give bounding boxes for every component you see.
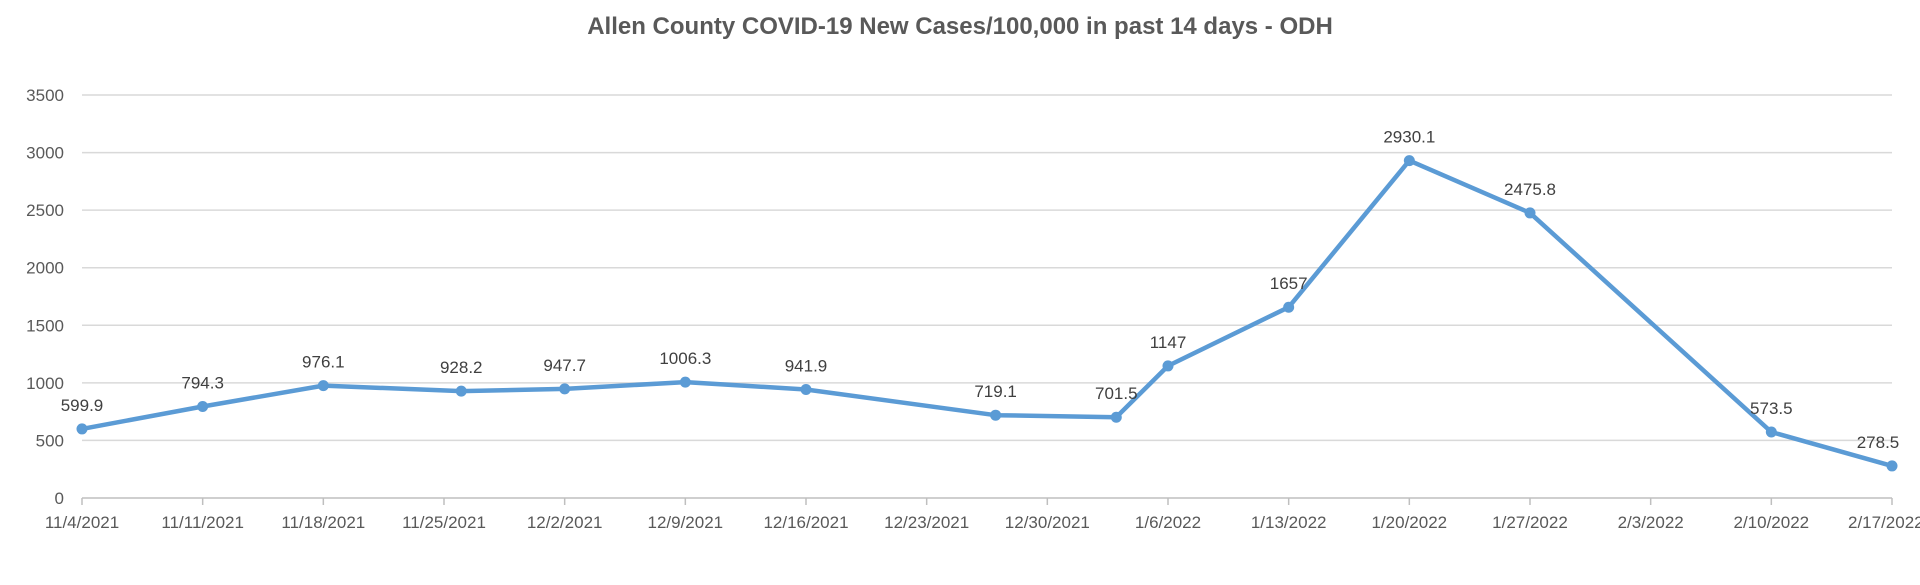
y-tick-label: 0 bbox=[55, 489, 64, 508]
data-point bbox=[800, 384, 812, 396]
x-tick-label: 11/25/2021 bbox=[402, 513, 486, 532]
x-tick-label: 2/17/2022 bbox=[1848, 513, 1920, 532]
series-line bbox=[79, 158, 1895, 469]
x-tick-label: 1/20/2022 bbox=[1372, 513, 1448, 532]
x-tick-label: 2/3/2022 bbox=[1618, 513, 1684, 532]
data-point bbox=[990, 409, 1002, 421]
x-tick-label: 2/10/2022 bbox=[1734, 513, 1810, 532]
data-labels: 599.9 794.3 976.1 928.2 947.7 1006.3 941.9 719.… bbox=[61, 128, 1900, 452]
series-line-layer bbox=[79, 158, 1895, 469]
chart-title: Allen County COVID-19 New Cases/100,000 … bbox=[587, 13, 1333, 40]
data-label: 1657 bbox=[1270, 274, 1308, 293]
gridlines bbox=[82, 94, 1892, 442]
y-axis-tick-labels: 0 500 1000 1500 2000 2500 3000 3500 bbox=[26, 86, 64, 508]
data-point bbox=[1162, 360, 1174, 372]
y-tick-label: 3500 bbox=[26, 86, 64, 105]
data-point bbox=[1524, 207, 1536, 219]
x-tick-label: 12/23/2021 bbox=[884, 513, 969, 532]
data-label: 2930.1 bbox=[1383, 128, 1435, 147]
y-tick-label: 1500 bbox=[26, 316, 64, 335]
data-label: 794.3 bbox=[181, 374, 224, 393]
data-point bbox=[455, 385, 467, 397]
data-label: 947.7 bbox=[543, 356, 586, 375]
data-label: 928.2 bbox=[440, 358, 483, 377]
y-tick-label: 2500 bbox=[26, 201, 64, 220]
data-point bbox=[559, 383, 571, 395]
y-tick-label: 3000 bbox=[26, 144, 64, 163]
x-tick-label: 12/16/2021 bbox=[763, 513, 848, 532]
data-label: 599.9 bbox=[61, 396, 104, 415]
data-label: 719.1 bbox=[974, 382, 1017, 401]
data-point bbox=[679, 376, 691, 388]
data-label: 2475.8 bbox=[1504, 180, 1556, 199]
x-tick-label: 12/9/2021 bbox=[648, 513, 724, 532]
x-tick-label: 1/27/2022 bbox=[1492, 513, 1568, 532]
y-tick-label: 500 bbox=[36, 431, 64, 450]
data-point bbox=[1886, 460, 1898, 472]
data-label: 976.1 bbox=[302, 353, 345, 372]
data-label: 573.5 bbox=[1750, 399, 1793, 418]
data-label: 941.9 bbox=[785, 357, 828, 376]
data-points bbox=[76, 155, 1898, 472]
x-tick-label: 11/18/2021 bbox=[281, 513, 365, 532]
x-tick-label: 11/4/2021 bbox=[45, 513, 119, 532]
x-axis: 11/4/2021 11/11/2021 11/18/2021 11/25/2021 1… bbox=[45, 497, 1920, 532]
data-point bbox=[197, 401, 209, 413]
y-tick-label: 2000 bbox=[26, 259, 64, 278]
data-point bbox=[317, 380, 329, 392]
y-tick-label: 1000 bbox=[26, 374, 64, 393]
data-point bbox=[1765, 426, 1777, 438]
x-tick-label: 1/13/2022 bbox=[1251, 513, 1327, 532]
data-label: 1147 bbox=[1150, 333, 1187, 352]
x-tick-label: 11/11/2021 bbox=[161, 513, 244, 532]
data-point bbox=[1283, 301, 1295, 313]
data-label: 701.5 bbox=[1095, 384, 1138, 403]
x-tick-label: 1/6/2022 bbox=[1135, 513, 1201, 532]
x-tick-label: 12/30/2021 bbox=[1005, 513, 1090, 532]
data-label: 1006.3 bbox=[659, 349, 711, 368]
data-point bbox=[1403, 155, 1415, 167]
data-point bbox=[76, 423, 88, 435]
x-tick-label: 12/2/2021 bbox=[527, 513, 603, 532]
data-label: 278.5 bbox=[1857, 433, 1900, 452]
data-point bbox=[1110, 411, 1122, 423]
